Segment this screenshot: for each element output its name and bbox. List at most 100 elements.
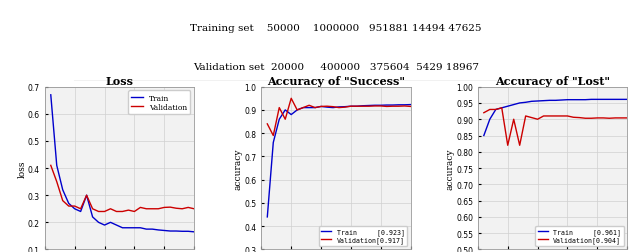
Validation[0.904] xyxy=(611,117,619,120)
Train     [0.923] xyxy=(264,215,271,218)
Train xyxy=(59,188,67,192)
Train     [0.961] xyxy=(492,109,500,112)
Validation[0.904] xyxy=(540,115,547,118)
Validation[0.917] xyxy=(293,109,301,112)
Train xyxy=(65,202,72,205)
Train     [0.923] xyxy=(269,141,277,144)
Train xyxy=(143,228,150,231)
Train     [0.923] xyxy=(407,104,415,107)
Train xyxy=(184,230,192,233)
Train xyxy=(172,230,180,233)
Train     [0.923] xyxy=(282,109,289,112)
Validation xyxy=(161,206,168,209)
Validation xyxy=(47,164,54,167)
Train     [0.961] xyxy=(570,99,577,102)
Train xyxy=(148,228,156,231)
Validation[0.904] xyxy=(510,118,518,121)
Validation xyxy=(166,206,174,209)
Validation xyxy=(59,199,67,202)
Validation xyxy=(125,209,132,212)
Train xyxy=(118,226,126,229)
Train xyxy=(53,164,61,167)
Validation[0.917] xyxy=(377,105,385,108)
Validation[0.904] xyxy=(528,117,536,120)
Train     [0.961] xyxy=(546,100,554,103)
Validation xyxy=(184,206,192,209)
Train     [0.961] xyxy=(480,135,488,138)
Validation xyxy=(179,207,186,210)
Train     [0.923] xyxy=(311,107,319,110)
Validation[0.904] xyxy=(552,115,559,118)
Validation[0.917] xyxy=(389,105,397,108)
Validation xyxy=(172,207,180,210)
Validation[0.904] xyxy=(588,117,595,120)
Train     [0.923] xyxy=(353,105,361,108)
Validation xyxy=(113,210,120,213)
Train     [0.961] xyxy=(540,100,547,103)
Text: Validation set  20000     400000   375604  5429 18967: Validation set 20000 400000 375604 5429 … xyxy=(193,62,479,71)
Train xyxy=(113,224,120,227)
Validation[0.917] xyxy=(353,105,361,108)
Validation[0.904] xyxy=(486,109,493,112)
Validation[0.904] xyxy=(498,107,506,110)
Train     [0.961] xyxy=(605,99,613,102)
Validation xyxy=(100,210,108,213)
Validation[0.904] xyxy=(600,117,607,120)
Line: Train: Train xyxy=(51,96,194,232)
Train     [0.961] xyxy=(600,99,607,102)
Validation[0.904] xyxy=(557,115,565,118)
Validation xyxy=(136,206,144,209)
Validation[0.904] xyxy=(516,144,524,147)
Train     [0.961] xyxy=(522,101,529,104)
Validation[0.904] xyxy=(522,115,529,118)
Train xyxy=(71,207,79,210)
Train xyxy=(95,221,102,224)
Validation[0.904] xyxy=(618,117,625,120)
Validation[0.917] xyxy=(407,106,415,109)
Train     [0.923] xyxy=(401,104,408,107)
Train     [0.961] xyxy=(534,100,541,103)
Legend: Train     [0.961], Validation[0.904]: Train [0.961], Validation[0.904] xyxy=(535,226,624,246)
Train xyxy=(107,221,115,224)
Validation[0.917] xyxy=(269,135,277,138)
Validation xyxy=(65,205,72,208)
Train xyxy=(77,210,84,213)
Train     [0.923] xyxy=(389,104,397,107)
Validation xyxy=(77,207,84,210)
Validation[0.904] xyxy=(605,117,613,120)
Validation[0.917] xyxy=(287,97,295,100)
Y-axis label: accuracy: accuracy xyxy=(234,148,243,189)
Validation[0.917] xyxy=(347,105,355,108)
Validation xyxy=(107,207,115,210)
Validation[0.917] xyxy=(395,105,403,108)
Legend: Train     [0.923], Validation[0.917]: Train [0.923], Validation[0.917] xyxy=(319,226,407,246)
Validation[0.917] xyxy=(323,105,331,108)
Train     [0.961] xyxy=(516,102,524,105)
Train xyxy=(179,230,186,233)
Train     [0.923] xyxy=(287,114,295,117)
Train xyxy=(83,194,90,197)
Validation[0.917] xyxy=(282,118,289,121)
Train     [0.961] xyxy=(557,99,565,102)
Train     [0.923] xyxy=(300,107,307,110)
Validation[0.917] xyxy=(359,105,367,108)
Validation[0.917] xyxy=(341,106,349,109)
Line: Train     [0.923]: Train [0.923] xyxy=(268,105,411,217)
Validation xyxy=(53,180,61,183)
Validation[0.904] xyxy=(623,117,631,120)
Validation[0.904] xyxy=(534,118,541,121)
Validation[0.904] xyxy=(480,112,488,115)
Validation[0.904] xyxy=(570,116,577,119)
Train     [0.961] xyxy=(486,118,493,121)
Train xyxy=(47,94,54,97)
Validation[0.904] xyxy=(593,117,601,120)
Validation[0.904] xyxy=(582,117,589,120)
Train     [0.961] xyxy=(510,104,518,107)
Legend: Train, Validation: Train, Validation xyxy=(129,91,190,115)
Train     [0.961] xyxy=(582,99,589,102)
Train     [0.923] xyxy=(365,105,372,108)
Validation[0.904] xyxy=(564,115,572,118)
Train     [0.923] xyxy=(377,104,385,107)
Validation xyxy=(83,194,90,197)
Validation[0.917] xyxy=(305,104,313,107)
